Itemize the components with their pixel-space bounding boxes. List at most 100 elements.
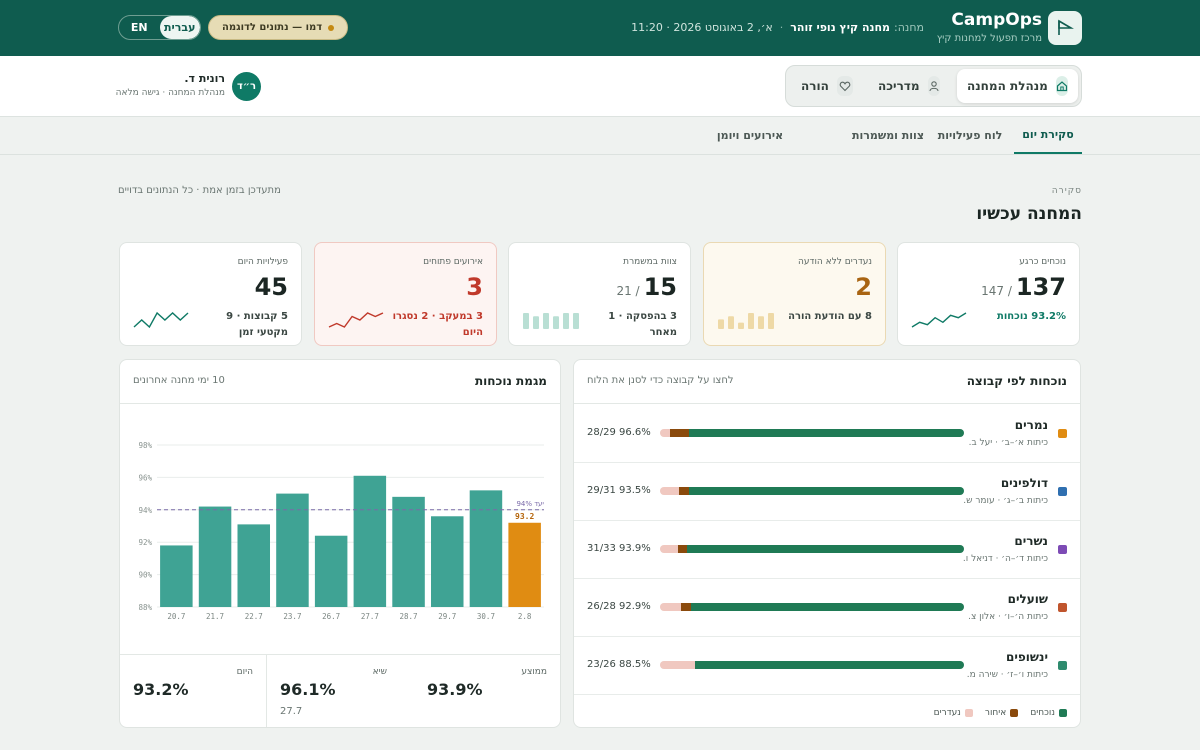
chart-bar bbox=[276, 493, 309, 607]
page-title: המחנה עכשיו bbox=[976, 204, 1082, 224]
mini-bar-chart bbox=[718, 313, 774, 329]
present-segment bbox=[686, 545, 964, 553]
stat-value: 96.1% bbox=[280, 680, 336, 699]
chart-bar bbox=[508, 522, 541, 607]
group-name: שועלים bbox=[1007, 592, 1048, 606]
kpi-value: 137 bbox=[1015, 273, 1066, 301]
group-color-swatch bbox=[1058, 545, 1067, 554]
camp-name[interactable]: מחנה קיץ נופי זוהר bbox=[790, 21, 891, 34]
kpi-card-staff-on-shift[interactable]: צוות במשמרת 15/ 21 3 בהפסקה · 1 מאחר bbox=[508, 242, 691, 346]
kpi-footnote: 8 עם הודעת הורה bbox=[788, 311, 872, 322]
panel-title: נוכחות לפי קבוצה bbox=[966, 374, 1067, 388]
chart-bar bbox=[392, 496, 425, 607]
heart-icon bbox=[836, 76, 853, 96]
group-row[interactable]: נמרים כיתות א׳–ב׳ · יעל ב. 28/29 96.6% bbox=[574, 405, 1080, 463]
legend-swatch bbox=[1010, 709, 1019, 717]
role-manager-button[interactable]: מנהלת המחנה bbox=[957, 69, 1078, 103]
stat-value: 93.9% bbox=[427, 680, 483, 699]
lang-en-button[interactable]: EN bbox=[130, 21, 148, 34]
group-attendance-stat: 28/29 96.6% bbox=[587, 427, 651, 438]
legend-label: נוכחים bbox=[1030, 708, 1055, 718]
target-label: יעד 94% bbox=[516, 500, 544, 508]
y-tick-label: 94% bbox=[138, 506, 152, 515]
stat-average: ממוצע 93.9% bbox=[427, 655, 547, 727]
sparkline-path bbox=[328, 312, 384, 328]
kpi-value: 3 bbox=[466, 273, 483, 301]
stat-label: שיא bbox=[372, 667, 387, 677]
kpi-value-row: 15/ 21 bbox=[616, 273, 677, 301]
chart-bar bbox=[237, 524, 271, 607]
kpi-value-row: 2 bbox=[855, 273, 872, 301]
y-tick-label: 98% bbox=[138, 441, 152, 450]
stat-label: היום bbox=[236, 667, 253, 677]
kpi-value-row: 137/ 147 bbox=[981, 273, 1066, 301]
group-color-swatch bbox=[1058, 661, 1067, 670]
brand-name: CampOps bbox=[951, 10, 1042, 30]
lang-he-button[interactable]: עברית bbox=[159, 16, 200, 39]
tab-staff-shifts[interactable]: צוות ומשמרות bbox=[851, 129, 925, 142]
x-tick-label: 22.7 bbox=[245, 612, 263, 621]
group-meta: כיתות ו׳–ז׳ · שירה מ. bbox=[966, 670, 1048, 680]
campops-logo-icon[interactable] bbox=[1048, 11, 1082, 45]
kpi-footnote: 5 קבוצות · 9 מקטעי זמן bbox=[226, 311, 288, 338]
group-meta: כיתות ב׳–ג׳ · עומר ש. bbox=[963, 496, 1048, 506]
stat-peak: שיא 96.1% 27.7 bbox=[266, 655, 400, 727]
attendance-by-group-panel: נוכחות לפי קבוצה לחצו על קבוצה כדי לסנן … bbox=[573, 359, 1081, 728]
attendance-trend-panel: מגמת נוכחות 10 ימי מחנה אחרונים 88% 90% 92… bbox=[119, 359, 561, 728]
group-row[interactable]: שועלים כיתות ה׳–ו׳ · אלון צ. 26/28 92.9% bbox=[574, 579, 1080, 637]
mini-bar bbox=[738, 322, 744, 329]
group-attendance-bar bbox=[660, 487, 964, 495]
group-meta: כיתות ד׳–ה׳ · דניאל ו. bbox=[962, 554, 1048, 564]
sparkline bbox=[328, 312, 384, 328]
kpi-card-open-incidents[interactable]: אירועים פתוחים 3 3 במעקב · 2 נסגרו היום bbox=[314, 242, 497, 346]
group-row[interactable]: נשרים כיתות ד׳–ה׳ · דניאל ו. 31/33 93.9% bbox=[574, 521, 1080, 579]
avatar[interactable]: ר״ד bbox=[232, 72, 261, 101]
kpi-card-present-now[interactable]: נוכחים כרגע 137/ 147 93.2% נוכחות bbox=[897, 242, 1080, 346]
role-counselor-label: מדריכה bbox=[878, 79, 920, 93]
tab-incidents-log[interactable]: אירועים ויומן bbox=[716, 129, 784, 142]
kpi-footnote: 3 במעקב · 2 נסגרו היום bbox=[392, 311, 483, 338]
legend-swatch bbox=[1059, 709, 1067, 717]
panel-hint: לחצו על קבוצה כדי לסנן את הלוח bbox=[587, 375, 734, 386]
kpi-label: נעדרים ללא הודעה bbox=[798, 257, 872, 267]
x-tick-label: 28.7 bbox=[400, 612, 418, 621]
absent-segment bbox=[660, 603, 681, 611]
x-tick-label: 27.7 bbox=[361, 612, 379, 621]
language-toggle[interactable]: EN עברית bbox=[118, 15, 201, 40]
legend-item: נעדרים bbox=[934, 708, 973, 718]
group-name: נמרים bbox=[1014, 418, 1048, 432]
group-color-swatch bbox=[1058, 429, 1067, 438]
present-segment bbox=[691, 603, 964, 611]
x-tick-label: 2.8 bbox=[518, 612, 532, 621]
role-counselor-button[interactable]: מדריכה bbox=[868, 69, 950, 103]
group-row[interactable]: ינשופים כיתות ו׳–ז׳ · שירה מ. 23/26 88.5% bbox=[574, 637, 1080, 695]
stat-value: 93.2% bbox=[133, 680, 189, 699]
tab-daily-overview[interactable]: סקירת יום bbox=[1014, 117, 1082, 154]
group-meta: כיתות א׳–ב׳ · יעל ב. bbox=[968, 438, 1048, 448]
late-segment bbox=[679, 487, 689, 495]
tab-activity-schedule[interactable]: לוח פעילויות bbox=[937, 129, 1003, 142]
chart-bar bbox=[160, 545, 193, 607]
x-tick-label: 20.7 bbox=[167, 612, 185, 621]
legend-item: איחור bbox=[985, 708, 1019, 718]
group-row[interactable]: דולפינים כיתות ב׳–ג׳ · עומר ש. 29/31 93.5% bbox=[574, 463, 1080, 521]
divider-dot: · bbox=[779, 21, 784, 34]
y-tick-label: 88% bbox=[138, 603, 152, 612]
stat-today: היום 93.2% bbox=[120, 655, 267, 727]
demo-badge[interactable]: דמו — נתונים לדוגמה bbox=[208, 15, 349, 40]
mini-bar bbox=[718, 319, 724, 329]
kpi-label: צוות במשמרת bbox=[623, 257, 677, 267]
mini-bar bbox=[768, 313, 774, 329]
current-datetime: א׳, 2 באוגוסט 2026 · 11:20 bbox=[631, 21, 773, 34]
group-attendance-stat: 29/31 93.5% bbox=[587, 485, 651, 496]
sparkline bbox=[133, 311, 189, 329]
demo-badge-label: דמו — נתונים לדוגמה bbox=[222, 22, 323, 33]
kpi-card-absent-unexcused[interactable]: נעדרים ללא הודעה 2 8 עם הודעת הורה bbox=[703, 242, 886, 346]
mini-bar bbox=[748, 313, 754, 329]
kpi-card-activities-today[interactable]: פעילויות היום 45 5 קבוצות · 9 מקטעי זמן bbox=[119, 242, 302, 346]
legend-swatch bbox=[964, 709, 973, 717]
group-attendance-stat: 26/28 92.9% bbox=[587, 601, 651, 612]
chart-bar bbox=[430, 516, 464, 607]
role-parent-button[interactable]: הורה bbox=[791, 69, 863, 103]
group-name: נשרים bbox=[1014, 534, 1048, 548]
